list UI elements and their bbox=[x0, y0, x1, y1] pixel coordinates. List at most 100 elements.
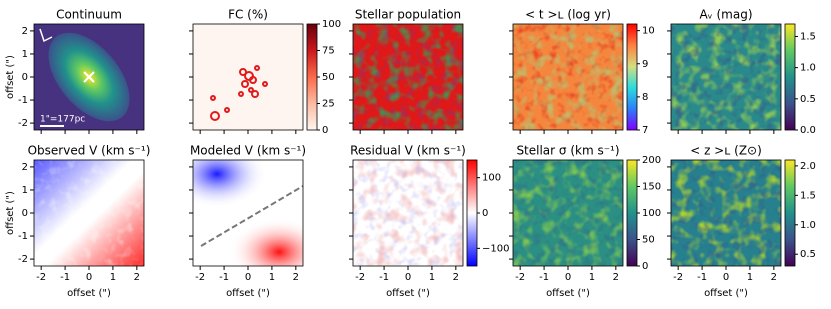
panel-title: < t >ʟ (log yr) bbox=[525, 8, 611, 22]
colorbar-tick-label: −100 bbox=[482, 243, 509, 254]
colorbar-tick-label: 1.0 bbox=[800, 63, 816, 74]
x-tick-label: 2 bbox=[453, 272, 459, 283]
image-bg bbox=[193, 24, 303, 130]
y-tick-label: 1 bbox=[22, 49, 28, 60]
panel-image bbox=[513, 160, 623, 266]
y-tick-label: -2 bbox=[18, 254, 28, 265]
colorbar-tick-label: 0 bbox=[482, 208, 488, 219]
x-tick-label: -2 bbox=[515, 272, 525, 283]
panel-title: Aᵥ (mag) bbox=[699, 8, 752, 22]
x-tick-label: -2 bbox=[355, 272, 365, 283]
y-tick-label: 2 bbox=[22, 162, 28, 173]
panel-image bbox=[513, 24, 623, 130]
colorbar-tick-label: 0.0 bbox=[800, 125, 816, 136]
panel-title: Observed V (km s⁻¹) bbox=[28, 144, 151, 158]
panel-image bbox=[353, 160, 463, 266]
panel-title: FC (%) bbox=[228, 8, 268, 22]
panel-image bbox=[193, 160, 303, 266]
colorbar-tick-label: 1.0 bbox=[800, 220, 816, 231]
colorbar-tick-label: 0 bbox=[642, 261, 648, 272]
colorbar-tick-label: 100 bbox=[482, 173, 501, 184]
panel-title: Residual V (km s⁻¹) bbox=[350, 144, 466, 158]
image-blob bbox=[238, 91, 244, 97]
image-blob bbox=[254, 65, 260, 71]
panel-image bbox=[34, 160, 144, 266]
x-tick-label: 0 bbox=[245, 272, 251, 283]
x-tick-label: 1 bbox=[269, 272, 275, 283]
image-blob bbox=[248, 87, 254, 93]
colorbar bbox=[626, 159, 638, 267]
image-blob bbox=[229, 218, 303, 266]
colorbar-tick-label: 2.0 bbox=[800, 161, 816, 172]
colorbar bbox=[784, 159, 796, 267]
x-tick-label: -2 bbox=[673, 272, 683, 283]
scale-label: 1"=177pc bbox=[40, 115, 85, 125]
image-blob bbox=[262, 81, 268, 87]
image-noise bbox=[34, 160, 144, 266]
colorbar-tick-label: 25 bbox=[322, 99, 335, 110]
image-noise bbox=[513, 160, 623, 266]
panel-image bbox=[671, 24, 781, 130]
colorbar-tick-label: 10 bbox=[642, 26, 655, 37]
x-tick-label: 1 bbox=[110, 272, 116, 283]
x-tick-label: -2 bbox=[195, 272, 205, 283]
colorbar-tick-label: 9 bbox=[642, 59, 648, 70]
x-tick-label: -2 bbox=[36, 272, 46, 283]
colorbar bbox=[306, 23, 318, 131]
y-tick-label: -1 bbox=[18, 95, 28, 106]
x-axis-label: offset (") bbox=[386, 288, 430, 299]
x-tick-label: 0 bbox=[565, 272, 571, 283]
y-tick-label: -2 bbox=[18, 118, 28, 129]
panel-image bbox=[353, 24, 463, 130]
compass bbox=[39, 28, 53, 43]
colorbar-tick-label: 7 bbox=[642, 125, 648, 136]
cross-marker bbox=[83, 71, 95, 83]
image-blob bbox=[241, 80, 249, 88]
panel-image bbox=[193, 24, 303, 130]
colorbar-tick-label: 0 bbox=[322, 125, 328, 136]
colorbar-tick-label: 50 bbox=[322, 72, 335, 83]
colorbar-tick-label: 1.5 bbox=[800, 190, 816, 201]
y-tick-label: 2 bbox=[22, 26, 28, 37]
panel-image bbox=[671, 160, 781, 266]
x-tick-label: -1 bbox=[379, 272, 389, 283]
x-tick-label: 2 bbox=[613, 272, 619, 283]
x-tick-label: 2 bbox=[134, 272, 140, 283]
y-axis-label: offset (") bbox=[5, 191, 16, 235]
y-tick-label: 0 bbox=[22, 208, 28, 219]
x-axis-label: offset (") bbox=[546, 288, 590, 299]
panel-image bbox=[34, 24, 144, 130]
image-blob bbox=[210, 111, 220, 121]
y-tick-label: 1 bbox=[22, 185, 28, 196]
panel-title: < z >ʟ (Z⊙) bbox=[690, 144, 762, 158]
panel-title: Continuum bbox=[56, 8, 122, 22]
x-tick-label: -1 bbox=[539, 272, 549, 283]
image-noise bbox=[353, 24, 463, 130]
panel-title: Stellar population bbox=[355, 8, 461, 22]
x-axis-label: offset (") bbox=[67, 288, 111, 299]
image-blob bbox=[249, 76, 257, 84]
x-tick-label: 0 bbox=[405, 272, 411, 283]
colorbar-tick-label: 1.5 bbox=[800, 31, 816, 42]
y-tick-label: 0 bbox=[22, 72, 28, 83]
x-tick-label: 1 bbox=[429, 272, 435, 283]
colorbar-tick-label: 0.5 bbox=[800, 94, 816, 105]
colorbar-tick-label: 200 bbox=[642, 155, 661, 166]
colorbar-tick-label: 100 bbox=[322, 19, 341, 30]
panel-title: Stellar σ (km s⁻¹) bbox=[516, 144, 619, 158]
image-blob bbox=[210, 95, 216, 101]
image-blob bbox=[224, 107, 230, 113]
x-tick-label: 0 bbox=[86, 272, 92, 283]
colorbar-tick-label: 8 bbox=[642, 92, 648, 103]
image-noise bbox=[671, 24, 781, 130]
colorbar-tick-label: 0.5 bbox=[800, 249, 816, 260]
colorbar-tick-label: 50 bbox=[642, 235, 655, 246]
colorbar bbox=[784, 23, 796, 131]
colorbar-tick-label: 100 bbox=[642, 208, 661, 219]
kinematic-axis bbox=[200, 185, 303, 247]
x-tick-label: 1 bbox=[747, 272, 753, 283]
x-axis-label: offset (") bbox=[226, 288, 270, 299]
x-tick-label: 1 bbox=[589, 272, 595, 283]
colorbar-tick-label: 75 bbox=[322, 46, 335, 57]
